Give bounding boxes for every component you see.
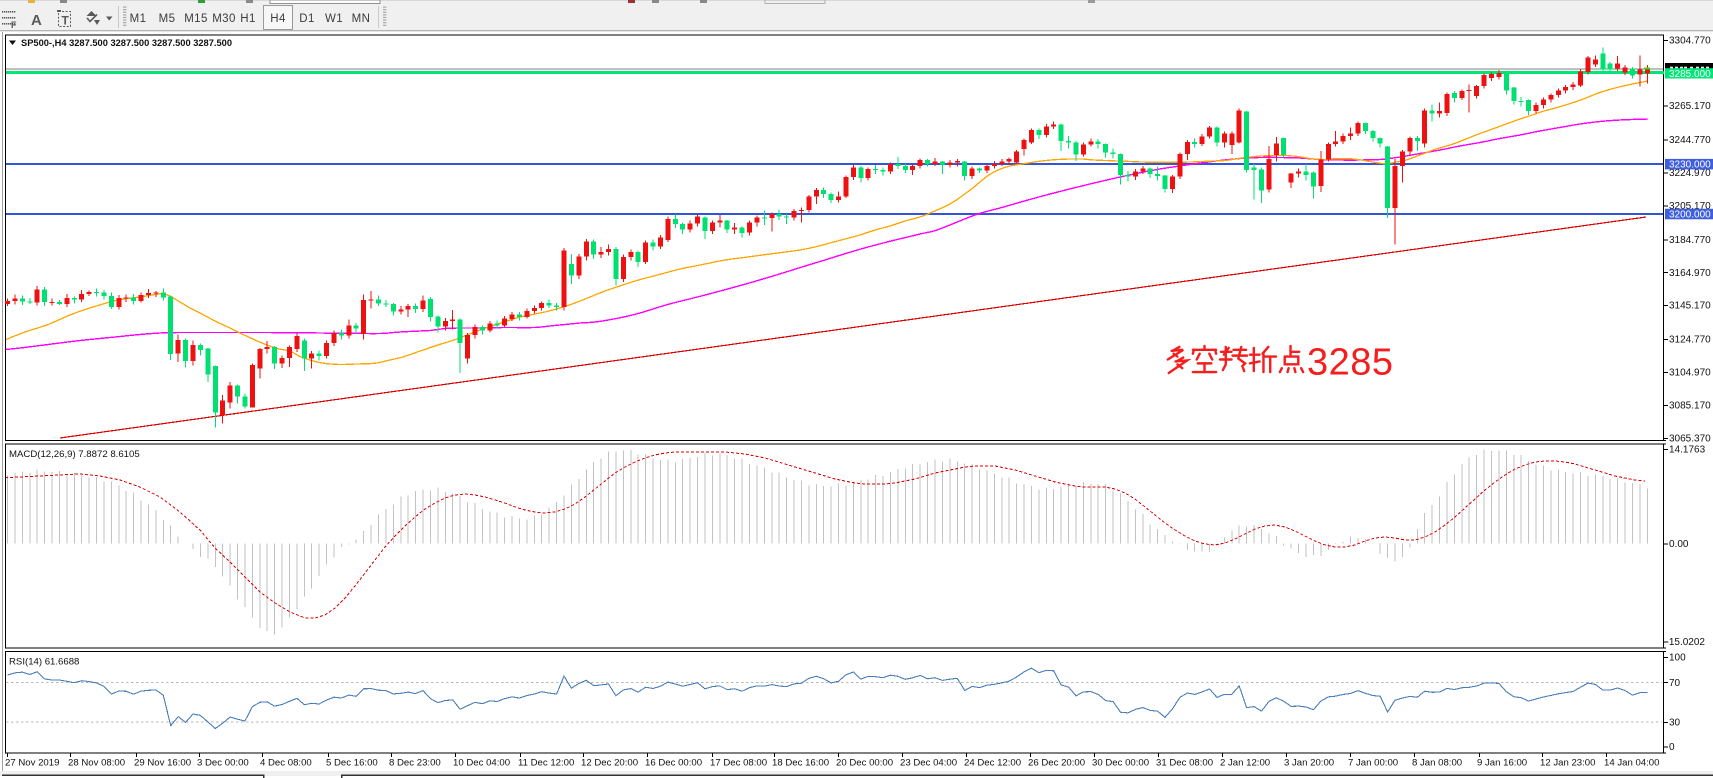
svg-text:M30: M30 — [212, 13, 236, 25]
svg-text:3164.970: 3164.970 — [1669, 268, 1711, 279]
svg-text:12 Dec 20:00: 12 Dec 20:00 — [581, 758, 638, 769]
svg-text:10 Dec 04:00: 10 Dec 04:00 — [453, 758, 510, 769]
svg-text:H4: H4 — [270, 13, 286, 25]
svg-text:30: 30 — [1669, 718, 1681, 729]
svg-text:17 Dec 08:00: 17 Dec 08:00 — [710, 758, 767, 769]
svg-text:M5: M5 — [159, 13, 176, 25]
svg-text:3145.170: 3145.170 — [1669, 301, 1711, 312]
svg-text:3244.770: 3244.770 — [1669, 135, 1711, 146]
svg-text:3285.000: 3285.000 — [1669, 69, 1711, 80]
svg-text:3104.970: 3104.970 — [1669, 368, 1711, 379]
svg-text:3 Jan 20:00: 3 Jan 20:00 — [1284, 758, 1334, 769]
svg-text:5 Dec 16:00: 5 Dec 16:00 — [326, 758, 378, 769]
svg-text:8 Jan 08:00: 8 Jan 08:00 — [1412, 758, 1462, 769]
svg-text:3085.170: 3085.170 — [1669, 400, 1711, 411]
svg-text:F: F — [11, 20, 17, 30]
svg-text:3304.770: 3304.770 — [1669, 35, 1711, 46]
svg-text:2 Jan 12:00: 2 Jan 12:00 — [1220, 758, 1270, 769]
svg-text:29 Nov 16:00: 29 Nov 16:00 — [134, 758, 191, 769]
svg-text:3285: 3285 — [1307, 342, 1394, 384]
svg-text:M1: M1 — [130, 13, 147, 25]
svg-text:20 Dec 00:00: 20 Dec 00:00 — [836, 758, 893, 769]
svg-text:3205.170: 3205.170 — [1669, 201, 1711, 212]
svg-text:4 Dec 08:00: 4 Dec 08:00 — [260, 758, 312, 769]
svg-text:3 Dec 00:00: 3 Dec 00:00 — [197, 758, 249, 769]
svg-text:16 Dec 00:00: 16 Dec 00:00 — [645, 758, 702, 769]
svg-text:3265.170: 3265.170 — [1669, 101, 1711, 112]
svg-text:28 Nov 08:00: 28 Nov 08:00 — [68, 758, 125, 769]
svg-text:SP500-,H4 3287.500 3287.500 3: SP500-,H4 3287.500 3287.500 3287.500 328… — [21, 38, 232, 49]
svg-text:3124.770: 3124.770 — [1669, 335, 1711, 346]
svg-text:3200.000: 3200.000 — [1669, 210, 1711, 221]
svg-text:H1: H1 — [240, 13, 256, 25]
svg-text:14.1763: 14.1763 — [1669, 445, 1706, 456]
svg-text:3230.000: 3230.000 — [1669, 160, 1711, 171]
svg-text:23 Dec 04:00: 23 Dec 04:00 — [900, 758, 957, 769]
svg-text:RSI(14) 61.6688: RSI(14) 61.6688 — [9, 657, 79, 668]
svg-text:70: 70 — [1669, 678, 1681, 689]
svg-text:12 Jan 23:00: 12 Jan 23:00 — [1540, 758, 1595, 769]
svg-text:24 Dec 12:00: 24 Dec 12:00 — [964, 758, 1021, 769]
svg-text:7 Jan 00:00: 7 Jan 00:00 — [1348, 758, 1398, 769]
svg-text:W1: W1 — [325, 13, 343, 25]
svg-text:3065.370: 3065.370 — [1669, 433, 1711, 444]
svg-text:26 Dec 20:00: 26 Dec 20:00 — [1028, 758, 1085, 769]
svg-text:A: A — [31, 12, 42, 29]
svg-text:M15: M15 — [184, 13, 208, 25]
svg-text:8 Dec 23:00: 8 Dec 23:00 — [389, 758, 441, 769]
svg-text:27 Nov 2019: 27 Nov 2019 — [5, 758, 59, 769]
svg-text:30 Dec 00:00: 30 Dec 00:00 — [1092, 758, 1149, 769]
svg-text:0.00: 0.00 — [1669, 539, 1689, 550]
svg-text:D1: D1 — [299, 13, 315, 25]
svg-text:3224.970: 3224.970 — [1669, 168, 1711, 179]
svg-text:100: 100 — [1669, 653, 1686, 664]
svg-text:MACD(12,26,9) 7.8872 8.6105: MACD(12,26,9) 7.8872 8.6105 — [9, 449, 140, 460]
svg-text:0: 0 — [1669, 742, 1675, 753]
svg-text:18 Dec 16:00: 18 Dec 16:00 — [772, 758, 829, 769]
svg-text:11 Dec 12:00: 11 Dec 12:00 — [518, 758, 574, 769]
svg-text:T: T — [62, 14, 70, 28]
svg-text:31 Dec 08:00: 31 Dec 08:00 — [1156, 758, 1213, 769]
svg-text:MN: MN — [352, 13, 371, 25]
svg-text:3184.770: 3184.770 — [1669, 235, 1711, 246]
svg-text:9 Jan 16:00: 9 Jan 16:00 — [1477, 758, 1527, 769]
svg-text:14 Jan 04:00: 14 Jan 04:00 — [1604, 758, 1659, 769]
svg-text:-15.0202: -15.0202 — [1666, 637, 1706, 648]
